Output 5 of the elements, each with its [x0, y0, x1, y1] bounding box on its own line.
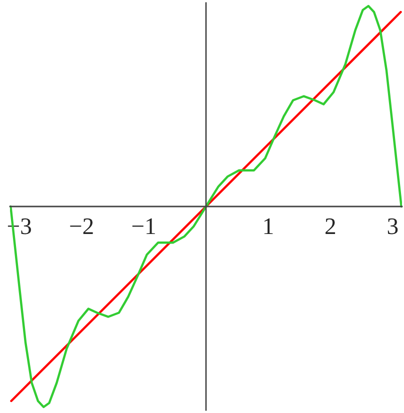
- x-tick-label: 3: [388, 218, 398, 234]
- x-tick-label: −2: [70, 218, 93, 234]
- x-tick-label: 2: [326, 218, 336, 234]
- x-tick-label: 1: [264, 218, 273, 234]
- x-tick-label: −1: [132, 218, 155, 234]
